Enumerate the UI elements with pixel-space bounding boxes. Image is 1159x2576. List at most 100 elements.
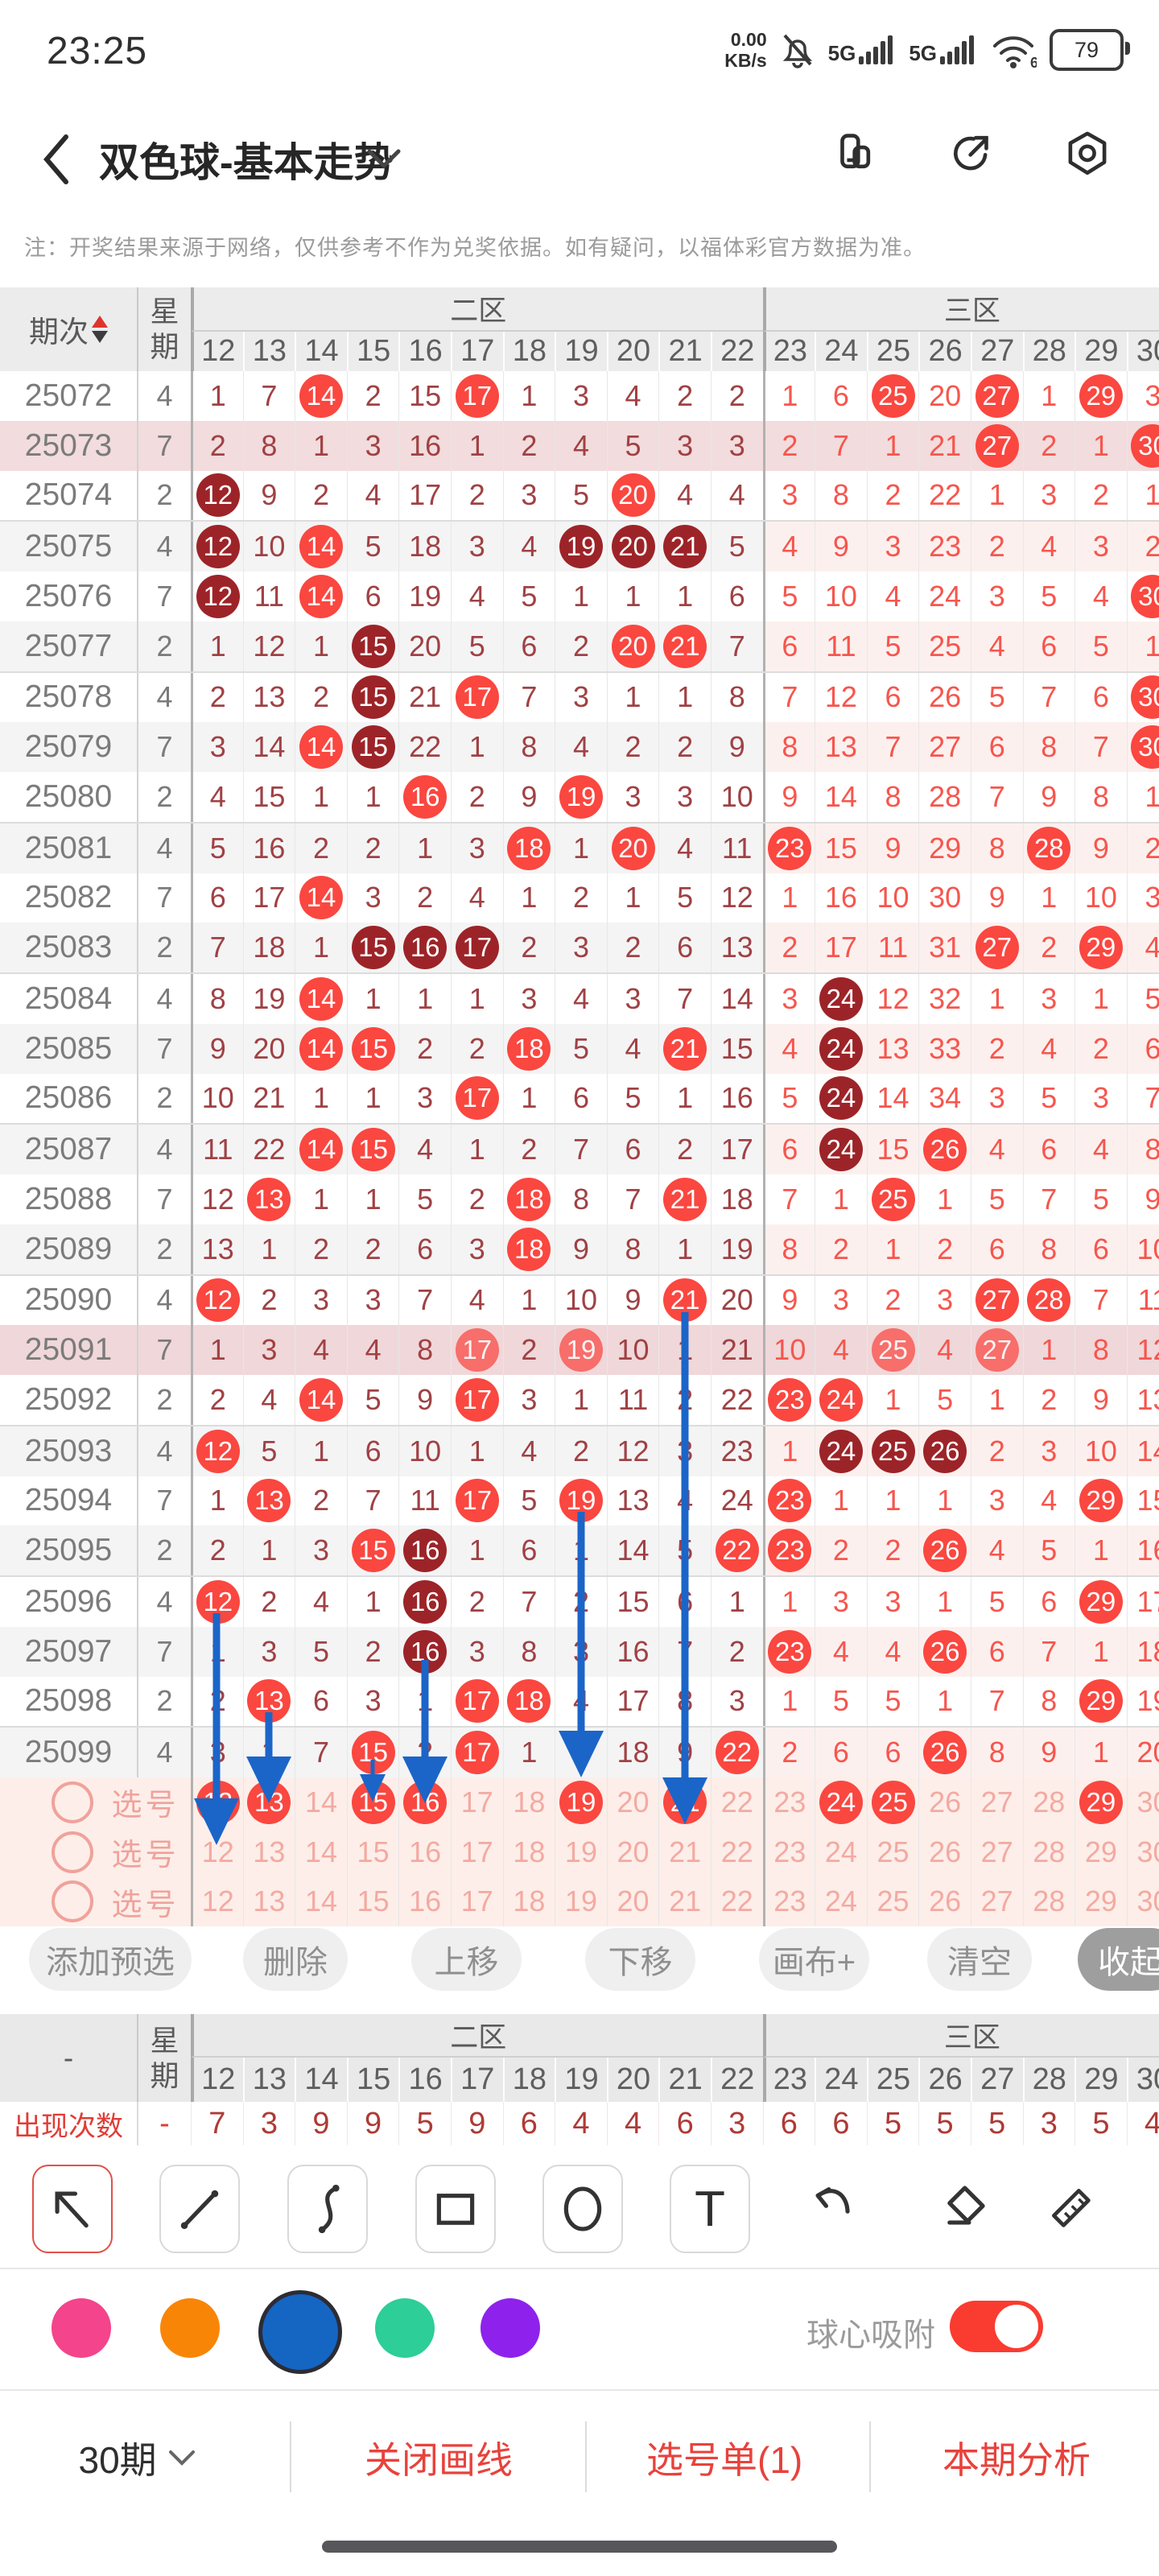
trend-cell[interactable]: 12	[191, 1876, 243, 1927]
trend-cell[interactable]: 29	[1074, 1777, 1127, 1827]
trend-cell[interactable]: 25	[866, 1777, 919, 1827]
palette-purple[interactable]	[481, 2298, 540, 2358]
trend-cell[interactable]: 20	[606, 1777, 659, 1827]
trend-cell[interactable]: 13	[242, 1777, 295, 1827]
palette-pink[interactable]	[52, 2298, 111, 2358]
arrow-tool-icon[interactable]	[32, 2165, 113, 2253]
trend-cell[interactable]: 22	[710, 1876, 763, 1927]
back-icon[interactable]	[40, 134, 72, 185]
snap-toggle[interactable]	[950, 2301, 1043, 2352]
trend-cell[interactable]: 23	[762, 1777, 815, 1827]
record-lens-icon[interactable]	[1061, 127, 1114, 180]
trend-cell[interactable]: 25	[866, 1876, 919, 1927]
trend-cell[interactable]: 24	[815, 1777, 867, 1827]
sort-desc-icon[interactable]	[92, 331, 108, 343]
trend-cell[interactable]: 27	[970, 1876, 1023, 1927]
trend-cell[interactable]: 16	[398, 1777, 451, 1827]
trend-cell[interactable]: 20	[606, 1827, 659, 1877]
trend-cell[interactable]: 20	[606, 1876, 659, 1927]
sort-asc-icon[interactable]	[92, 316, 108, 328]
action-button-收起[interactable]: 收起	[1078, 1928, 1159, 1991]
red-ball[interactable]: 19	[559, 1780, 603, 1824]
bottom-bar-选号单(1)[interactable]: 选号单(1)	[646, 2439, 803, 2481]
trend-cell[interactable]: 12	[191, 1777, 243, 1827]
trend-cell[interactable]: 30	[1126, 1876, 1159, 1927]
trend-cell[interactable]: 15	[346, 1777, 399, 1827]
red-ball[interactable]: 24	[819, 1780, 863, 1824]
trend-cell[interactable]: 30	[1126, 1827, 1159, 1877]
bottom-bar-关闭画线[interactable]: 关闭画线	[365, 2439, 513, 2481]
text-tool-icon[interactable]: T	[670, 2165, 750, 2253]
trend-cell[interactable]: 14	[295, 1777, 347, 1827]
circle-tool-icon[interactable]	[542, 2165, 623, 2253]
action-button-画布+[interactable]: 画布+	[759, 1928, 869, 1991]
trend-cell[interactable]: 26	[918, 1827, 971, 1877]
trend-cell[interactable]: 17	[450, 1827, 503, 1877]
trend-cell[interactable]: 23	[762, 1876, 815, 1927]
trend-cell[interactable]: 14	[295, 1827, 347, 1877]
trend-cell[interactable]: 21	[658, 1876, 711, 1927]
curve-tool-icon[interactable]	[287, 2165, 368, 2253]
trend-cell[interactable]: 18	[502, 1777, 555, 1827]
trend-cell[interactable]: 16	[398, 1827, 451, 1877]
trend-cell[interactable]: 13	[242, 1827, 295, 1877]
trend-cell[interactable]: 24	[815, 1827, 867, 1877]
trend-cell[interactable]: 17	[450, 1876, 503, 1927]
undo-icon[interactable]	[794, 2165, 872, 2250]
action-button-上移[interactable]: 上移	[411, 1928, 522, 1991]
red-ball[interactable]: 21	[663, 1780, 707, 1824]
trend-cell[interactable]: 14	[295, 1876, 347, 1927]
red-ball[interactable]: 15	[351, 1780, 395, 1824]
action-button-删除[interactable]: 删除	[243, 1928, 348, 1991]
ruler-icon[interactable]	[1032, 2165, 1109, 2250]
trend-cell[interactable]: 29	[1074, 1876, 1127, 1927]
trend-cell[interactable]: 19	[555, 1777, 607, 1827]
trend-cell[interactable]: 16	[398, 1876, 451, 1927]
trend-cell[interactable]: 28	[1022, 1827, 1075, 1877]
trend-cell[interactable]: 12	[191, 1827, 243, 1877]
share-icon[interactable]	[945, 127, 998, 180]
trend-cell[interactable]: 21	[658, 1777, 711, 1827]
action-button-添加预选[interactable]: 添加预选	[29, 1928, 192, 1991]
trend-cell[interactable]: 28	[1022, 1876, 1075, 1927]
trend-cell[interactable]: 19	[555, 1827, 607, 1877]
select-radio[interactable]	[52, 1781, 94, 1823]
red-ball[interactable]: 29	[1079, 1780, 1123, 1824]
rect-tool-icon[interactable]	[415, 2165, 496, 2253]
palette-blue[interactable]	[258, 2290, 342, 2374]
trend-cell[interactable]: 18	[502, 1876, 555, 1927]
eraser-icon[interactable]	[925, 2165, 1002, 2250]
trend-cell[interactable]: 17	[450, 1777, 503, 1827]
title-dropdown-icon[interactable]	[366, 147, 402, 171]
red-ball[interactable]: 13	[247, 1780, 291, 1824]
red-ball[interactable]: 25	[871, 1780, 915, 1824]
trend-cell[interactable]: 27	[970, 1827, 1023, 1877]
trend-cell[interactable]: 22	[710, 1827, 763, 1877]
trend-cell[interactable]: 28	[1022, 1777, 1075, 1827]
trend-cell[interactable]: 22	[710, 1777, 763, 1827]
trend-cell[interactable]: 24	[815, 1876, 867, 1927]
red-ball[interactable]: 12	[196, 1780, 240, 1824]
trend-cell[interactable]: 15	[346, 1827, 399, 1877]
line-tool-icon[interactable]	[159, 2165, 240, 2253]
bottom-bar-本期分析[interactable]: 本期分析	[942, 2439, 1091, 2481]
home-indicator[interactable]	[322, 2541, 837, 2553]
trend-cell[interactable]: 26	[918, 1876, 971, 1927]
select-radio[interactable]	[52, 1880, 94, 1923]
trend-cell[interactable]: 15	[346, 1876, 399, 1927]
palette-green[interactable]	[375, 2298, 435, 2358]
trend-cell[interactable]: 29	[1074, 1827, 1127, 1877]
trend-cell[interactable]: 21	[658, 1827, 711, 1877]
bottom-bar-30期[interactable]: 30期	[79, 2431, 196, 2484]
trend-cell[interactable]: 13	[242, 1876, 295, 1927]
trend-cell[interactable]: 18	[502, 1827, 555, 1877]
select-radio[interactable]	[52, 1831, 94, 1873]
action-button-下移[interactable]: 下移	[585, 1928, 695, 1991]
split-screen-icon[interactable]	[829, 127, 882, 180]
issue-header[interactable]: 期次	[0, 287, 137, 371]
red-ball[interactable]: 16	[403, 1780, 448, 1824]
palette-orange[interactable]	[160, 2298, 220, 2358]
trend-cell[interactable]: 30	[1126, 1777, 1159, 1827]
trend-cell[interactable]: 25	[866, 1827, 919, 1877]
trend-cell[interactable]: 19	[555, 1876, 607, 1927]
